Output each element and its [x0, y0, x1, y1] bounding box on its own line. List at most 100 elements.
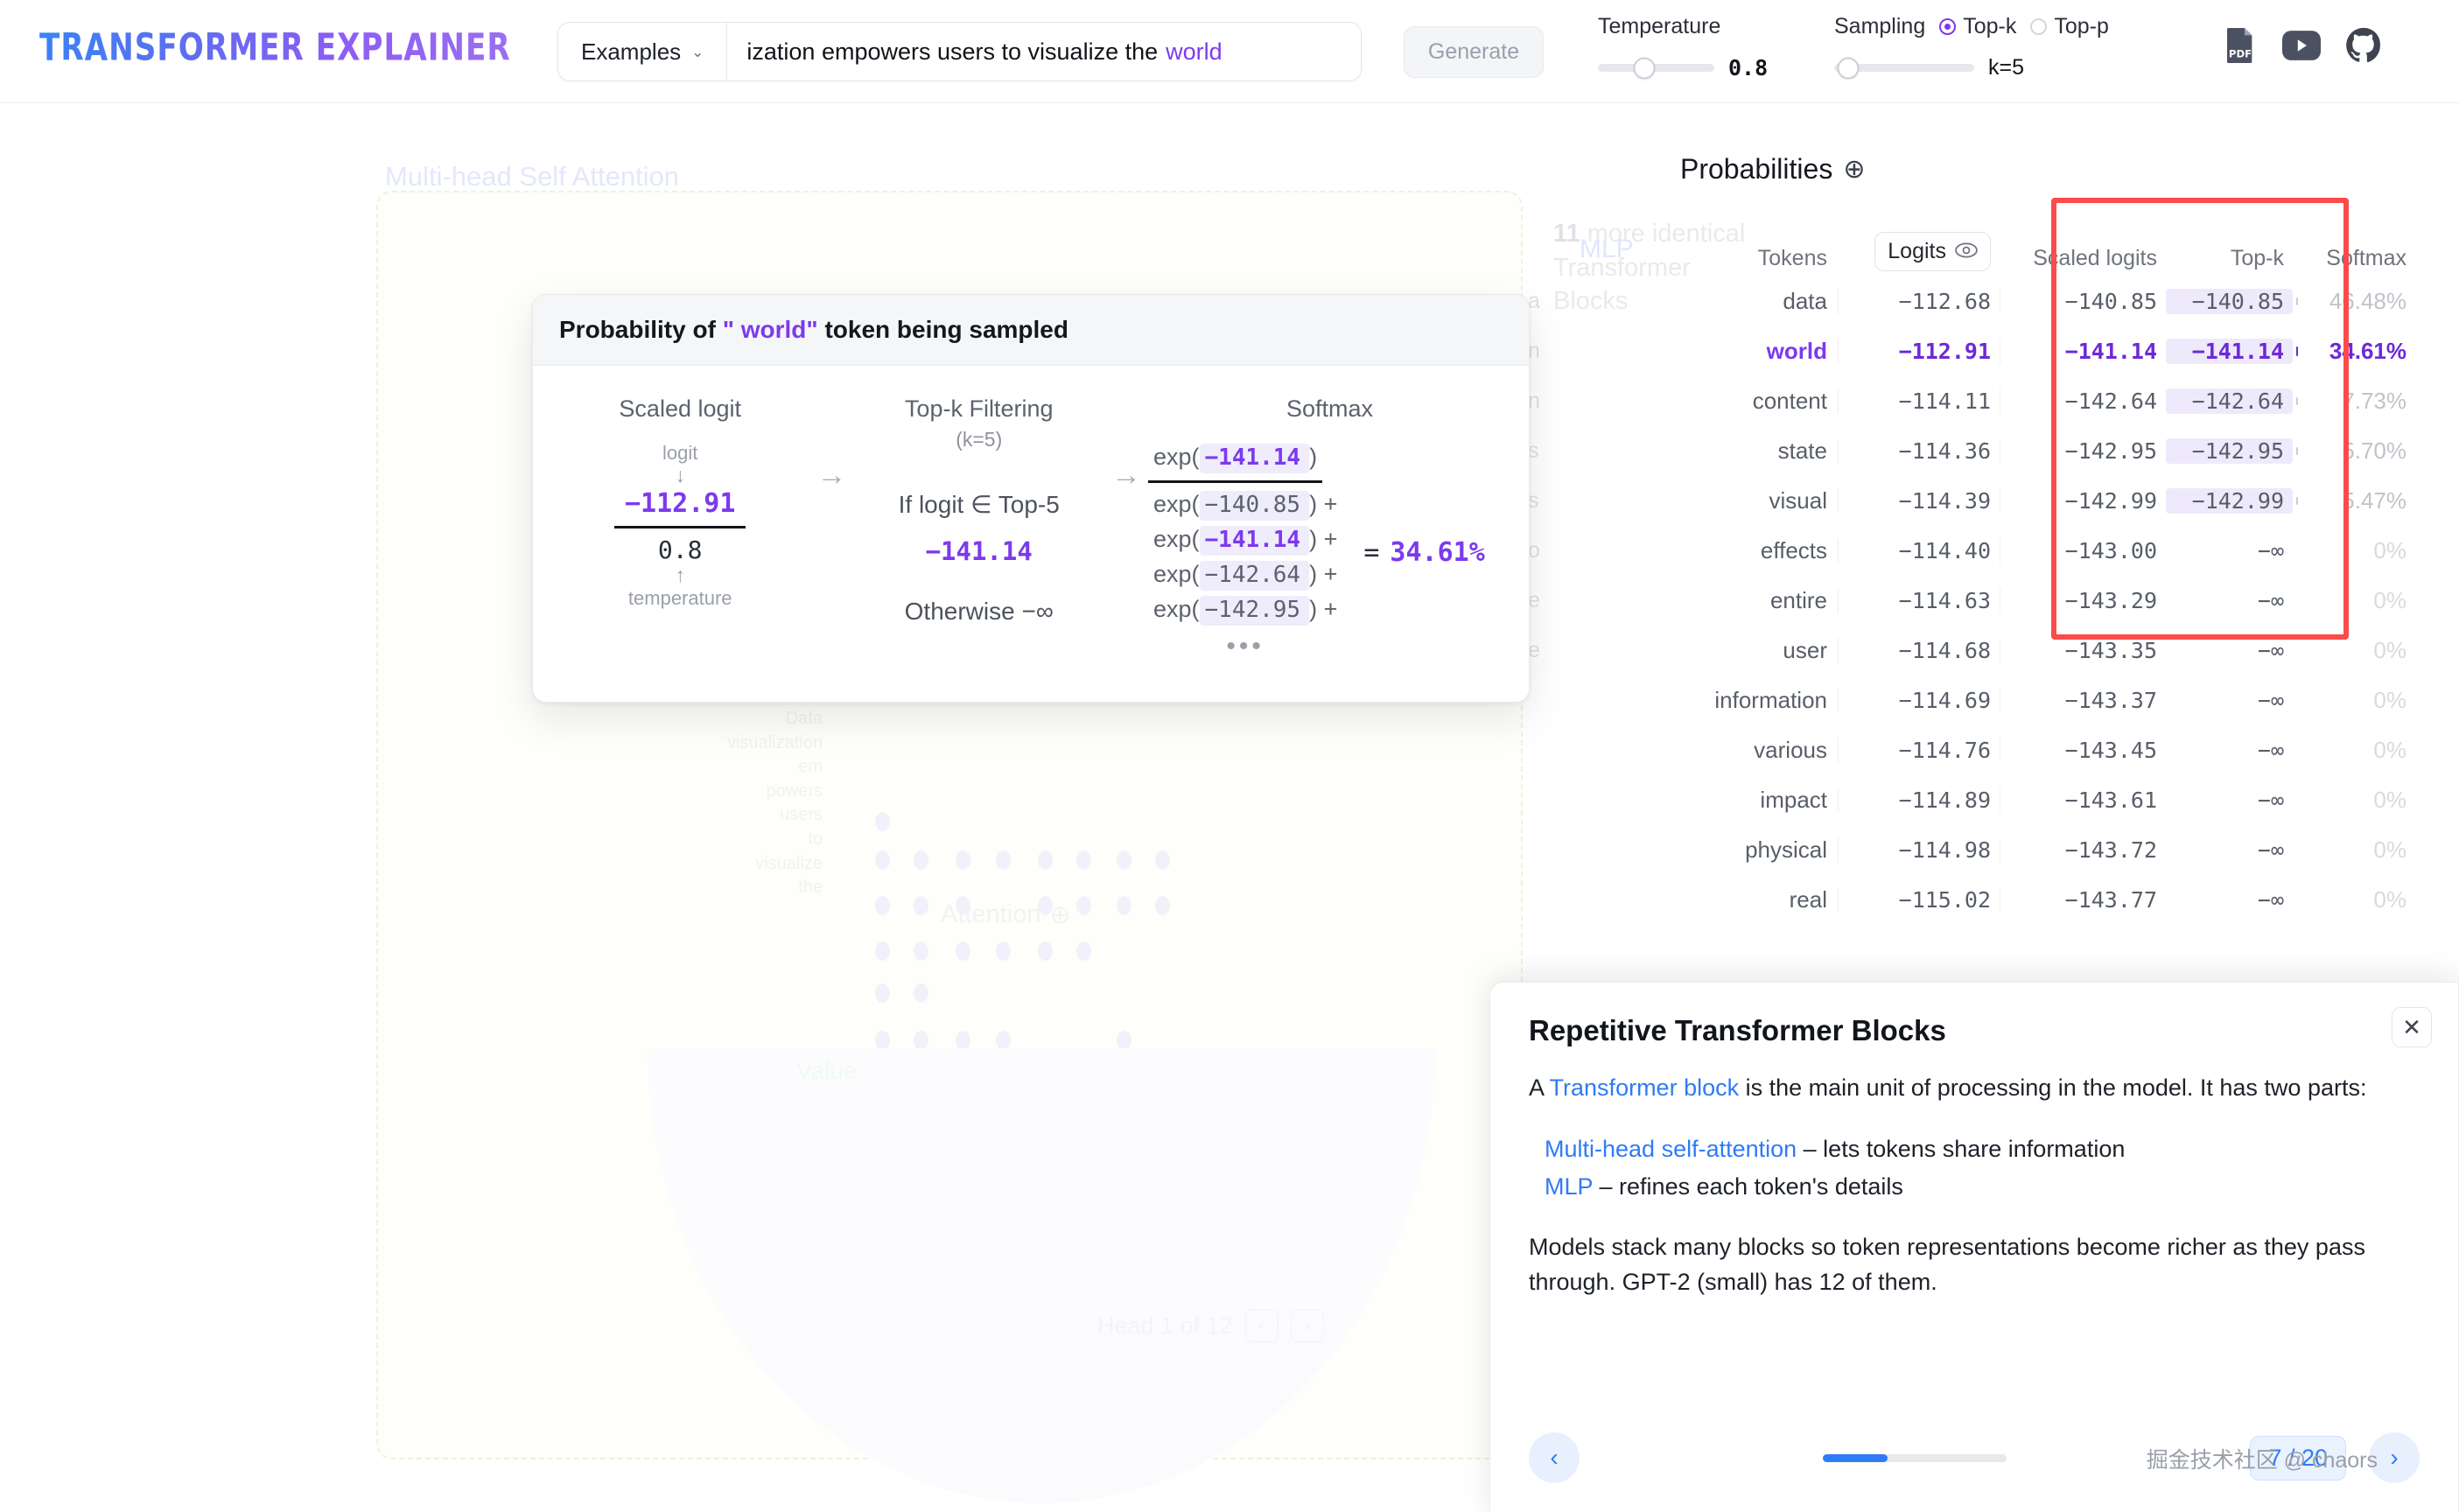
transformer-block-link[interactable]: Transformer block: [1549, 1074, 1740, 1101]
sampling-option-topk[interactable]: Top-k: [1939, 14, 2016, 39]
exp-open-1: exp(: [1152, 444, 1200, 470]
k-slider[interactable]: [1834, 57, 1974, 79]
row-logit: −114.36: [1838, 438, 2000, 464]
scaled-logits-column-header: Scaled logits: [2033, 246, 2157, 270]
pdf-icon[interactable]: PDF: [2223, 26, 2258, 65]
table-row[interactable]: n content −114.11 −142.64 −142.64 7.73%: [1523, 376, 2406, 426]
temperature-slider[interactable]: [1598, 57, 1714, 79]
softmax-percent: 0%: [2373, 637, 2406, 663]
head-navigator[interactable]: Head 1 of 12 ‹ ›: [1097, 1309, 1324, 1342]
softmax-heading: Softmax: [1286, 396, 1374, 422]
row-logit: −114.40: [1838, 538, 2000, 564]
guide-paragraph-1: A Transformer block is the main unit of …: [1529, 1070, 2420, 1106]
softmax-percent: 0%: [2373, 787, 2406, 813]
topk-condition: If logit ∈ Top-5: [898, 491, 1060, 518]
background-token-column-1: Data visualization em powers users to visualiz…: [727, 709, 823, 898]
row-softmax: 5.47%: [2293, 487, 2406, 514]
softmax-percent: 0%: [2373, 886, 2406, 913]
prompt-input[interactable]: ization empowers users to visualize the …: [727, 23, 1361, 80]
row-topk: −∞: [2257, 788, 2284, 813]
row-topk: −∞: [2257, 538, 2284, 564]
logits-toggle-chip[interactable]: Logits: [1874, 232, 1991, 271]
guide-bullet-1: Multi-head self-attention – lets tokens …: [1545, 1130, 2420, 1169]
table-row[interactable]: n world −112.91 −141.14 −141.14 34.61%: [1523, 326, 2406, 376]
examples-dropdown-button[interactable]: Examples ⌄: [558, 23, 728, 80]
row-logit: −114.69: [1838, 688, 2000, 713]
row-topk: −∞: [2257, 837, 2284, 863]
generate-button[interactable]: Generate: [1404, 26, 1544, 78]
close-icon[interactable]: ✕: [2392, 1007, 2432, 1047]
table-row[interactable]: real −115.02 −143.77 −∞ 0%: [1523, 875, 2406, 925]
table-row[interactable]: various −114.76 −143.45 −∞ 0%: [1523, 725, 2406, 775]
table-row[interactable]: physical −114.98 −143.72 −∞ 0%: [1523, 825, 2406, 875]
row-logit: −112.68: [1838, 289, 2000, 314]
softmax-bar: [2296, 447, 2298, 455]
logits-column-header: Logits: [1838, 232, 2000, 276]
up-arrow-icon: ↑: [675, 564, 685, 587]
table-row[interactable]: impact −114.89 −143.61 −∞ 0%: [1523, 775, 2406, 825]
youtube-icon[interactable]: [2282, 31, 2321, 60]
row-scaled-logit: −143.45: [2000, 738, 2166, 763]
temperature-slider-knob[interactable]: [1633, 57, 1656, 79]
softmax-bar: [2296, 497, 2298, 505]
table-row[interactable]: e user −114.68 −143.35 −∞ 0%: [1523, 626, 2406, 676]
softmax-fraction: exp(−141.14) exp(−140.85) + exp(−141.14) …: [1147, 444, 1342, 662]
table-row[interactable]: o effects −114.40 −143.00 −∞ 0%: [1523, 526, 2406, 576]
multi-head-self-attention-link[interactable]: Multi-head self-attention: [1545, 1135, 1797, 1162]
row-softmax: 46.48%: [2293, 288, 2406, 315]
row-topk: −∞: [2257, 738, 2284, 763]
mlp-link[interactable]: MLP: [1545, 1173, 1594, 1200]
attention-flow-shape: [648, 1048, 1435, 1503]
value-label: Value: [796, 1057, 858, 1084]
softmax-numerator: exp(−141.14): [1147, 444, 1323, 483]
row-token: state: [1777, 438, 1827, 464]
table-row[interactable]: information −114.69 −143.37 −∞ 0%: [1523, 676, 2406, 725]
row-softmax: 0%: [2293, 637, 2406, 664]
table-row[interactable]: s visual −114.39 −142.99 −142.99 5.47%: [1523, 476, 2406, 526]
table-row[interactable]: a data −112.68 −140.85 −140.85 46.48%: [1523, 276, 2406, 326]
prompt-input-group: Examples ⌄ ization empowers users to vis…: [557, 22, 1363, 81]
row-logit: −114.63: [1838, 588, 2000, 613]
guide-bullet-2: MLP – refines each token's details: [1545, 1168, 2420, 1207]
sampling-option-topp[interactable]: Top-p: [2030, 14, 2109, 39]
table-row[interactable]: s state −114.36 −142.95 −142.95 5.70%: [1523, 426, 2406, 476]
softmax-percent: 0%: [2373, 687, 2406, 713]
row-topk: −142.95: [2166, 438, 2293, 464]
row-token: real: [1789, 886, 1827, 913]
row-topk: −142.99: [2166, 488, 2293, 514]
k-slider-knob[interactable]: [1837, 57, 1860, 79]
softmax-denominator-term: exp(−141.14) +: [1148, 523, 1342, 558]
guide-progress-track[interactable]: [1823, 1453, 2007, 1462]
zoom-in-icon[interactable]: ⊕: [1843, 155, 1866, 184]
head-prev-button[interactable]: ‹: [1244, 1309, 1279, 1342]
temperature-control: Temperature 0.8: [1598, 14, 1808, 80]
down-arrow-icon: ↓: [675, 464, 685, 486]
softmax-column-header: Softmax: [2326, 246, 2406, 270]
popup-title: Probability of " world" token being samp…: [533, 295, 1529, 366]
guide-progress-fill: [1823, 1453, 1888, 1462]
row-softmax: 0%: [2293, 537, 2406, 564]
github-icon[interactable]: [2345, 27, 2382, 64]
probabilities-table-header: Tokens Logits Scaled logits Top-k Softma…: [1523, 219, 2406, 276]
sampling-control: Sampling Top-k Top-p k=5: [1834, 14, 2109, 80]
row-scaled-logit: −142.95: [2000, 438, 2166, 464]
head-next-button[interactable]: ›: [1290, 1309, 1324, 1342]
row-scaled-logit: −143.61: [2000, 788, 2166, 813]
softmax-denominator-value: −141.14: [1199, 526, 1310, 556]
topk-otherwise: Otherwise −∞: [904, 598, 1054, 626]
edge-column-header: [1523, 271, 1636, 276]
row-edge-letter: s: [1528, 488, 1539, 513]
app-logo: Transformer Explainer: [39, 25, 511, 69]
guide-prev-button[interactable]: ‹: [1529, 1432, 1580, 1483]
softmax-denominator-value: −142.64: [1199, 561, 1310, 591]
attention-label: Attention ⊕: [941, 900, 1071, 929]
topk-value: −141.14: [925, 536, 1033, 567]
logit-label: logit: [662, 442, 698, 464]
table-row[interactable]: e entire −114.63 −143.29 −∞ 0%: [1523, 576, 2406, 626]
softmax-percent: 5.70%: [2342, 438, 2406, 464]
row-softmax: 0%: [2293, 836, 2406, 864]
guide-next-button[interactable]: ›: [2369, 1432, 2420, 1483]
guide-bullet-list: Multi-head self-attention – lets tokens …: [1529, 1130, 2420, 1207]
scaled-logit-denominator: 0.8: [657, 536, 703, 565]
probabilities-title: Probabilities ⊕: [1680, 153, 1865, 186]
